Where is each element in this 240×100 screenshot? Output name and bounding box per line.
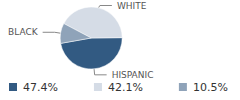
svg-text:10.5%: 10.5% xyxy=(193,81,228,94)
svg-text:HISPANIC: HISPANIC xyxy=(112,70,154,80)
svg-text:WHITE: WHITE xyxy=(117,1,147,11)
svg-text:42.1%: 42.1% xyxy=(108,81,143,94)
svg-text:47.4%: 47.4% xyxy=(23,81,58,94)
svg-text:BLACK: BLACK xyxy=(8,27,39,37)
